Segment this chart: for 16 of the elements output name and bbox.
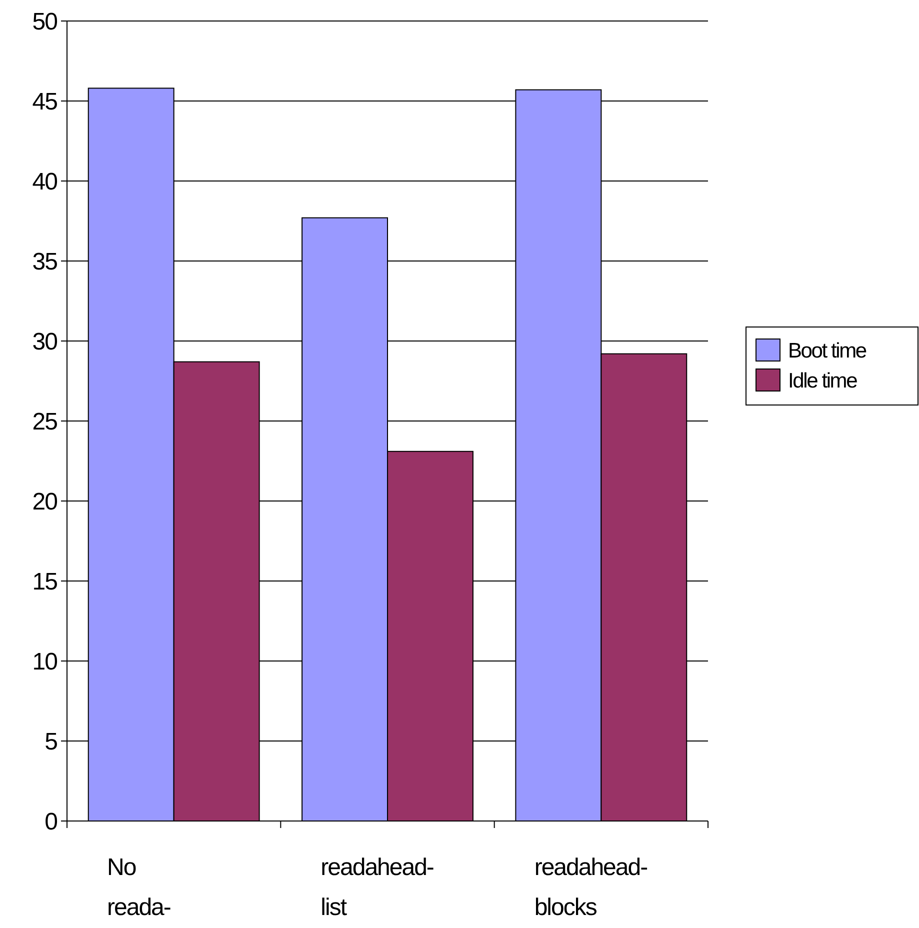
y-tick-label: 20: [32, 488, 58, 516]
y-tick-label: 30: [32, 328, 58, 356]
y-tick-label: 5: [44, 728, 58, 756]
y-tick-label: 10: [32, 648, 58, 676]
x-tick-label: No reada-: [107, 854, 170, 921]
y-tick-label: 45: [32, 88, 58, 116]
y-tick-label: 35: [32, 248, 58, 276]
y-tick-label: 25: [32, 408, 58, 436]
y-tick-label: 40: [32, 168, 58, 196]
legend-label: Boot time: [788, 339, 866, 362]
legend-label: Idle time: [788, 369, 858, 392]
y-tick-label: 50: [32, 8, 58, 36]
y-tick-label: 0: [44, 808, 58, 836]
x-tick-label: readahead-list: [320, 854, 434, 921]
y-tick-label: 15: [32, 568, 58, 596]
x-tick-label: readahead-blocks: [534, 854, 648, 921]
